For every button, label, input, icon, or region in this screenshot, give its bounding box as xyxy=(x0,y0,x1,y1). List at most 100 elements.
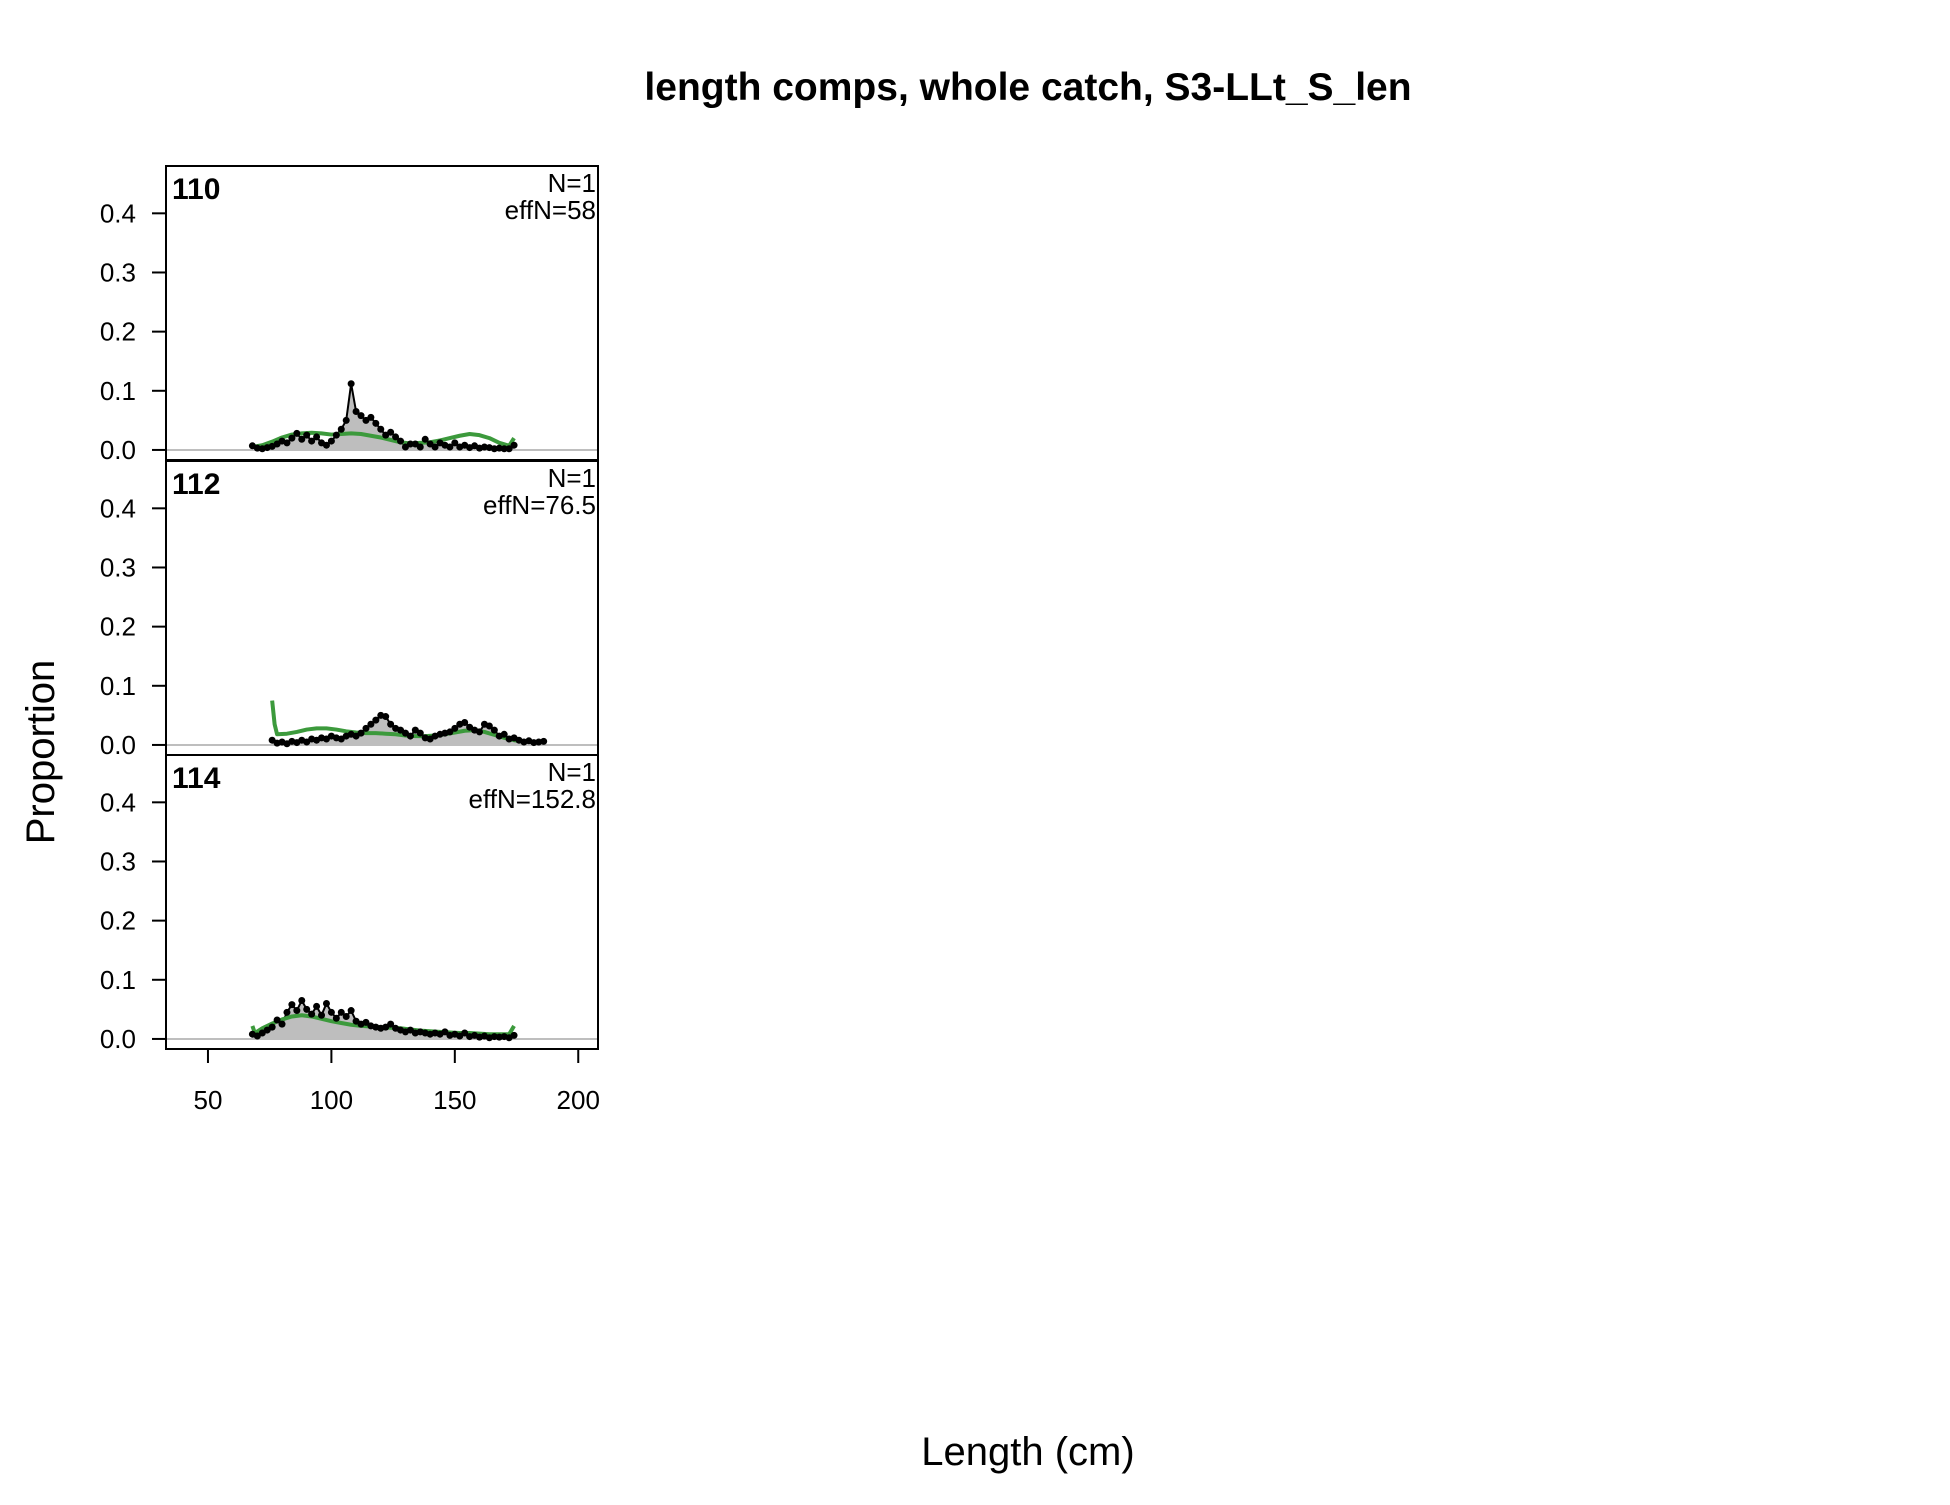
y-tick-label: 0.3 xyxy=(100,257,136,287)
observed-point xyxy=(421,435,429,443)
observed-point xyxy=(367,413,375,421)
y-tick-label: 0.3 xyxy=(100,552,136,582)
x-tick-label: 50 xyxy=(194,1085,223,1115)
observed-point xyxy=(441,1028,449,1036)
y-tick-label: 0.1 xyxy=(100,671,136,701)
y-tick-label: 0.4 xyxy=(100,493,136,523)
observed-point xyxy=(372,716,380,724)
y-tick-label: 0.4 xyxy=(100,198,136,228)
observed-point xyxy=(367,720,375,728)
panel-n-label: N=1 xyxy=(548,168,596,198)
observed-point xyxy=(342,1012,350,1020)
observed-point xyxy=(288,1001,296,1009)
x-axis-title: Length (cm) xyxy=(921,1430,1134,1474)
observed-point xyxy=(392,433,400,441)
observed-point xyxy=(322,441,330,449)
y-axis-title: Proportion xyxy=(19,660,63,845)
panel-label: 114 xyxy=(172,762,221,795)
panel-label: 110 xyxy=(172,173,220,206)
observed-point xyxy=(461,1029,469,1037)
observed-point xyxy=(278,1020,286,1028)
observed-area xyxy=(272,715,544,745)
observed-point xyxy=(318,1011,326,1019)
observed-point xyxy=(406,732,414,740)
x-tick-label: 100 xyxy=(310,1085,353,1115)
y-tick-label: 0.0 xyxy=(100,730,136,760)
panel-effn-label: effN=58 xyxy=(505,195,596,225)
observed-point xyxy=(327,437,335,445)
observed-point xyxy=(298,435,306,443)
observed-point xyxy=(303,1005,311,1013)
observed-point xyxy=(268,1023,276,1031)
observed-point xyxy=(293,1007,301,1015)
observed-point xyxy=(308,437,316,445)
observed-point xyxy=(332,431,340,439)
observed-point xyxy=(303,431,311,439)
observed-point xyxy=(308,1010,316,1018)
observed-point xyxy=(347,1007,355,1015)
observed-point xyxy=(342,416,350,424)
observed-point xyxy=(490,726,498,734)
observed-point xyxy=(382,713,390,721)
y-tick-label: 0.1 xyxy=(100,965,136,995)
y-tick-label: 0.2 xyxy=(100,906,136,936)
panel-effn-label: effN=152.8 xyxy=(469,784,596,814)
observed-point xyxy=(352,407,360,415)
observed-point xyxy=(362,1018,370,1026)
observed-point xyxy=(500,730,508,738)
y-tick-label: 0.2 xyxy=(100,317,136,347)
y-tick-label: 0.2 xyxy=(100,612,136,642)
observed-point xyxy=(357,729,365,737)
observed-point xyxy=(461,718,469,726)
panel-n-label: N=1 xyxy=(548,463,596,493)
chart-title: length comps, whole catch, S3-LLt_S_len xyxy=(644,66,1411,109)
observed-point xyxy=(377,425,385,433)
observed-point xyxy=(313,1002,321,1010)
observed-point xyxy=(540,737,548,745)
observed-point xyxy=(387,1020,395,1028)
y-tick-label: 0.1 xyxy=(100,376,136,406)
observed-point xyxy=(500,445,508,453)
observed-point xyxy=(397,437,405,445)
observed-point xyxy=(446,728,454,736)
observed-point xyxy=(476,728,484,736)
observed-point xyxy=(327,1008,335,1016)
observed-point xyxy=(322,999,330,1007)
observed-point xyxy=(293,429,301,437)
observed-point xyxy=(510,1031,518,1039)
observed-point xyxy=(362,724,370,732)
observed-point xyxy=(485,722,493,730)
observed-point xyxy=(337,425,345,433)
panel-label: 112 xyxy=(172,468,220,501)
observed-point xyxy=(288,434,296,442)
observed-point xyxy=(451,439,459,447)
observed-point xyxy=(337,1008,345,1016)
x-tick-label: 200 xyxy=(557,1085,600,1115)
observed-point xyxy=(416,443,424,451)
observed-point xyxy=(357,412,365,420)
observed-point xyxy=(298,996,306,1004)
observed-point xyxy=(406,440,414,448)
observed-point xyxy=(451,724,459,732)
observed-point xyxy=(505,445,513,453)
y-tick-label: 0.4 xyxy=(100,787,136,817)
observed-point xyxy=(387,428,395,436)
observed-point xyxy=(273,1016,281,1024)
observed-point xyxy=(283,439,291,447)
y-tick-label: 0.3 xyxy=(100,846,136,876)
observed-point xyxy=(332,1014,340,1022)
panel-n-label: N=1 xyxy=(548,757,596,787)
observed-point xyxy=(372,419,380,427)
y-tick-label: 0.0 xyxy=(100,1024,136,1054)
observed-point xyxy=(510,441,518,449)
observed-point xyxy=(416,729,424,737)
observed-point xyxy=(387,720,395,728)
x-tick-label: 150 xyxy=(433,1085,476,1115)
observed-point xyxy=(431,443,439,451)
